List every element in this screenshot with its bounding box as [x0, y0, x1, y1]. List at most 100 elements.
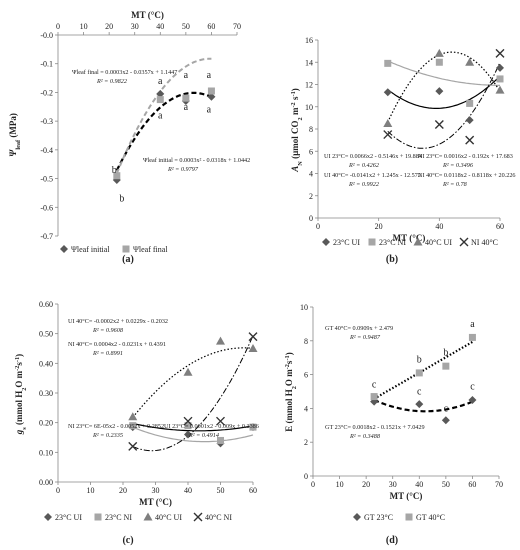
data-point	[465, 57, 475, 66]
r-squared-text: R² = 0.8991	[92, 350, 123, 357]
chart-b: 0 20 40 60 0 2 4 6 8 10 12 14 16 MT (°C) (b) AN (µmol C…	[290, 36, 516, 265]
legend-label: 23°C NI	[105, 513, 132, 522]
y-tick-label: 8	[309, 125, 313, 134]
x-axis-title: MT (°C)	[139, 497, 172, 507]
data-point	[184, 430, 192, 439]
data-point	[465, 116, 474, 125]
y-tick-label: 10	[305, 103, 313, 112]
equation-text: UI 23°C= 0.0001x2 - 0.009x + 0.3386	[164, 423, 259, 430]
x-tick-label: 10	[87, 486, 95, 495]
x-tick-label: 0	[56, 22, 60, 31]
data-point	[184, 422, 192, 430]
x-tick-label: 50	[442, 480, 450, 489]
legend-label: 40°C UI	[425, 238, 452, 247]
x-axis-title: MT (°C)	[393, 233, 426, 243]
legend-marker	[459, 237, 469, 247]
data-point	[207, 92, 216, 101]
y-tick-label: 0.10	[39, 448, 53, 457]
y-axis-title: AN (µmol CO2 m-2 s-1)	[290, 88, 304, 172]
data-point	[466, 99, 474, 107]
data-point	[468, 333, 476, 341]
y-axis-title: gs (mmol H2O m-2s-1)	[14, 354, 28, 435]
x-tick-label: 20	[119, 486, 127, 495]
y-axis-title: E (mmol H2O m-2s-1)	[284, 352, 298, 431]
data-point	[113, 172, 121, 180]
r-squared-text: R² = 0.4262	[348, 162, 379, 169]
y-tick-label: -0.4	[40, 146, 53, 155]
legend-label: 23°C UI	[55, 513, 82, 522]
equation-ui-40: UI 40°C= -0.0141x2 + 1.245x - 12.572 R² =…	[324, 172, 421, 188]
trendline-ni-40-c	[387, 62, 501, 149]
data-point	[383, 118, 393, 127]
data-point	[182, 94, 190, 102]
data-point	[435, 87, 444, 96]
data-point	[496, 75, 504, 83]
x-tick-label: 10	[80, 22, 88, 31]
x-tick-label: 30	[389, 480, 397, 489]
panel-label: (b)	[386, 254, 398, 265]
r-squared-text: R² = 0.2335	[92, 432, 123, 439]
x-tick-label: 0	[311, 480, 315, 489]
equation-text: UI 40°C= -0.0141x2 + 1.245x - 12.572	[324, 172, 421, 179]
legend-marker	[368, 238, 376, 246]
data-point	[415, 369, 423, 377]
r-squared-text: R² = 0.3496	[442, 162, 474, 169]
r-squared-text: R² = 0.3488	[349, 433, 381, 440]
r-squared-text: R² = 0.4914	[188, 432, 219, 439]
data-point	[442, 362, 450, 370]
legend-label: Ψleaf final	[133, 245, 168, 254]
trendline-23-c-ni	[132, 426, 254, 443]
equation-ni-23: NI 23°C= 6E-05x2 - 0.0052x + 0.2852 R² = …	[68, 423, 164, 439]
trendline-40-c-ui	[132, 347, 254, 418]
x-tick-label: 60	[468, 480, 476, 489]
y-tick-label: -0.3	[40, 117, 53, 126]
y-tick-label: -0.5	[40, 175, 53, 184]
r-squared-text: R² = 0.9797	[167, 166, 199, 173]
data-point	[248, 344, 258, 352]
x-tick-label: 40	[435, 222, 443, 231]
legend-label: 40°C NI	[205, 513, 232, 522]
equation-text: GT 23°C= 0.0018x2 - 0.1521x + 7.0429	[325, 424, 425, 431]
data-point	[248, 332, 258, 342]
data-point	[441, 416, 450, 425]
data-point	[468, 395, 477, 404]
data-point	[156, 89, 165, 98]
data-point	[249, 423, 257, 431]
data-point	[183, 367, 193, 376]
x-tick-label: 20	[362, 480, 370, 489]
legend-marker	[94, 513, 102, 521]
legend-marker	[122, 245, 130, 253]
significance-letter: b	[443, 348, 448, 359]
x-tick-label: 20	[105, 22, 113, 31]
equation-ni-40: NI 40°C= 0.0004x2 - 0.0231x + 0.4391 R² =…	[68, 341, 166, 357]
x-axis-title: MT (°C)	[390, 491, 423, 501]
data-point	[495, 48, 505, 58]
equation-text: NI 23°C= 6E-05x2 - 0.0052x + 0.2852	[68, 423, 164, 430]
significance-letter: b	[417, 354, 422, 365]
chart-a: 0 10 20 30 40 50 60 70 -0.7 -0.6 -0.5 -0.4 -0.3 -0.2 -…	[8, 10, 250, 265]
trendline-gt-23-c	[373, 398, 473, 413]
data-point	[496, 63, 504, 72]
data-point	[156, 96, 164, 104]
data-point	[370, 393, 378, 401]
legend-label: 23°C UI	[333, 238, 360, 247]
data-point	[435, 58, 443, 66]
legend-marker	[143, 512, 153, 521]
equation-initial: Ψleaf initial = 0.0003x² - 0.0318x + 1.0…	[143, 157, 250, 173]
x-tick-label: 60	[207, 22, 215, 31]
y-tick-label: 0.00	[39, 478, 53, 487]
y-tick-label: 2	[304, 438, 308, 447]
y-tick-label: -0.2	[40, 88, 53, 97]
equation-text: NI 40°C= 0.0118x2 - 0.8118x + 20.226	[418, 172, 516, 179]
equation-ui-23: UI 23°C= 0.0066x2 - 0.5146x + 19.884 R² =…	[324, 153, 422, 169]
significance-letter: a	[184, 102, 189, 113]
significance-letter: c	[444, 403, 449, 414]
legend-marker	[353, 513, 361, 521]
legend-label: Ψleaf initial	[71, 245, 110, 254]
legend-marker	[193, 512, 203, 522]
chart-d: 0 10 20 30 40 50 60 70 0 2 4 6 8 10 MT (°C) a b b c c c c (d) E…	[284, 303, 504, 546]
y-tick-label: 0.50	[39, 330, 53, 339]
data-point	[217, 436, 224, 444]
data-point	[434, 48, 444, 57]
